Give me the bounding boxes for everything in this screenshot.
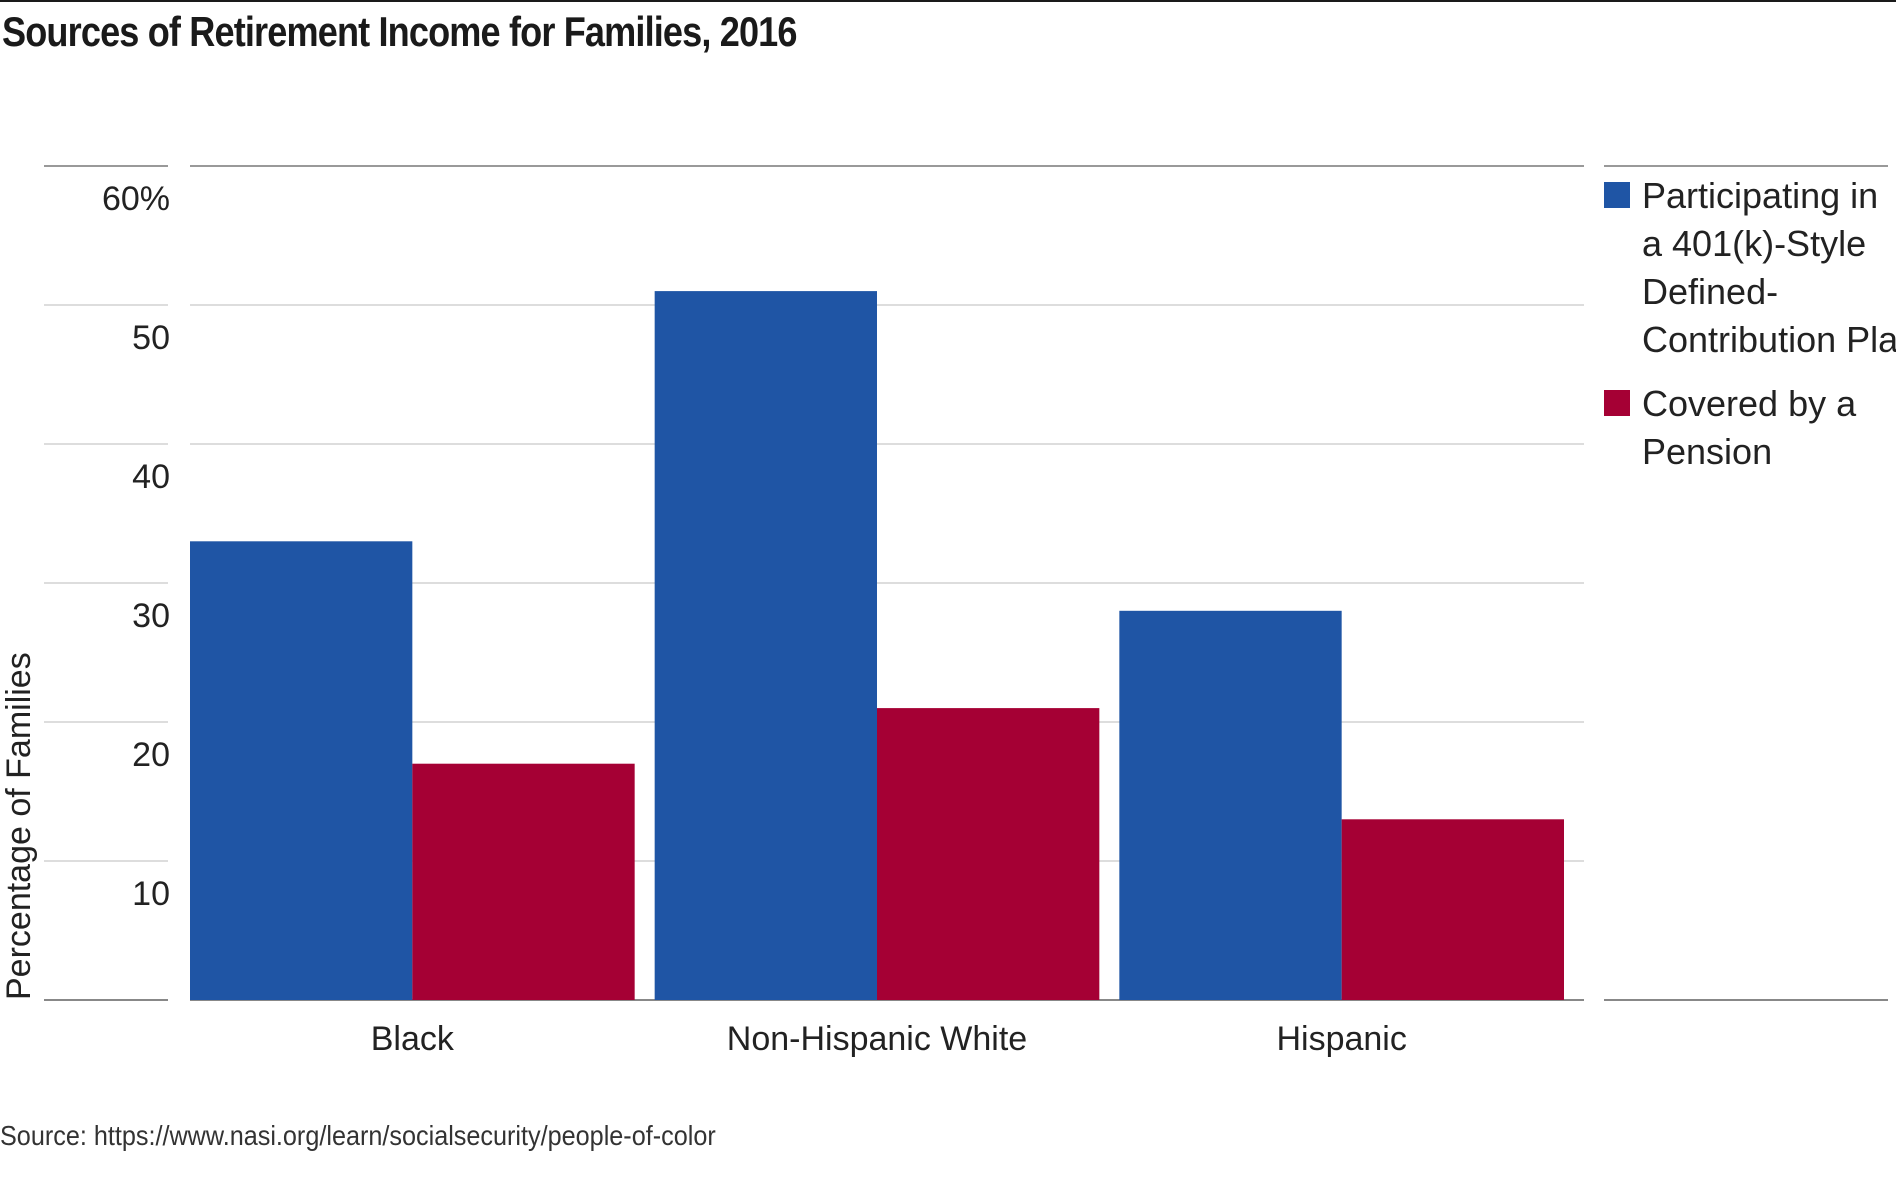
x-category-label: Non-Hispanic White	[727, 1020, 1027, 1058]
bar-non-hispanic-white-series-0	[654, 291, 877, 1001]
y-axis-ticks: 10 20 30 40 50 60%	[102, 180, 170, 913]
bar-hispanic-series-0	[1119, 610, 1342, 1000]
legend: Participating in a 401(k)-Style Defined- Co…	[1604, 175, 1896, 472]
source-note: Source: https://www.nasi.org/learn/socia…	[0, 1120, 716, 1151]
y-tick-label: 60%	[102, 180, 170, 218]
x-category-label: Hispanic	[1276, 1020, 1406, 1058]
chart-title: Sources of Retirement Income for Familie…	[2, 8, 798, 55]
legend-label: Defined-	[1642, 271, 1778, 312]
bar-non-hispanic-white-series-1	[877, 708, 1100, 1000]
bar-hispanic-series-1	[1341, 819, 1564, 1000]
y-tick-label: 30	[132, 597, 170, 635]
y-tick-label: 50	[132, 319, 170, 357]
top-rule	[0, 0, 1896, 2]
y-tick-label: 40	[132, 458, 170, 496]
legend-label: Pension	[1642, 431, 1772, 472]
legend-label: Contribution Plan	[1642, 319, 1896, 360]
y-axis-label: Percentage of Families	[0, 652, 38, 1000]
legend-label: Covered by a	[1642, 383, 1857, 424]
y-tick-label: 20	[132, 736, 170, 774]
bar-black-series-1	[412, 763, 635, 1000]
x-axis-categories: Black Non-Hispanic White Hispanic	[371, 1020, 1407, 1058]
legend-label: a 401(k)-Style	[1642, 223, 1866, 264]
legend-swatch	[1604, 390, 1630, 416]
bar-black-series-0	[190, 541, 413, 1000]
x-category-label: Black	[371, 1020, 455, 1058]
legend-swatch	[1604, 182, 1630, 208]
y-tick-label: 10	[132, 875, 170, 913]
legend-label: Participating in	[1642, 175, 1878, 216]
bars	[190, 291, 1564, 1001]
